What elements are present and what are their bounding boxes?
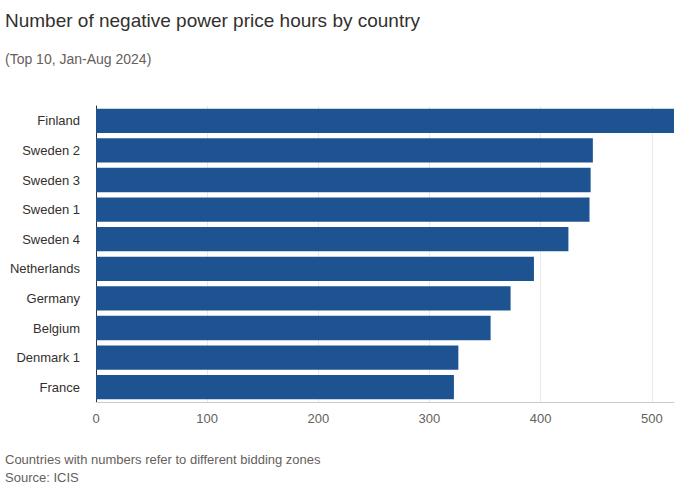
svg-text:Countries with numbers refer t: Countries with numbers refer to differen… — [5, 452, 321, 467]
svg-text:500: 500 — [641, 411, 663, 426]
svg-text:Germany: Germany — [27, 291, 81, 306]
svg-text:Netherlands: Netherlands — [10, 261, 81, 276]
svg-text:Belgium: Belgium — [33, 321, 80, 336]
svg-text:Sweden 3: Sweden 3 — [22, 173, 80, 188]
svg-text:100: 100 — [196, 411, 218, 426]
svg-text:Source: ICIS: Source: ICIS — [5, 470, 79, 485]
svg-text:Finland: Finland — [37, 113, 80, 128]
svg-text:300: 300 — [419, 411, 441, 426]
svg-text:0: 0 — [92, 411, 99, 426]
svg-text:Number of negative power price: Number of negative power price hours by … — [5, 10, 421, 31]
svg-text:Denmark 1: Denmark 1 — [16, 350, 80, 365]
svg-text:Sweden 1: Sweden 1 — [22, 202, 80, 217]
svg-text:(Top 10, Jan-Aug 2024): (Top 10, Jan-Aug 2024) — [5, 51, 151, 67]
svg-text:400: 400 — [530, 411, 552, 426]
svg-text:Sweden 2: Sweden 2 — [22, 143, 80, 158]
svg-text:200: 200 — [307, 411, 329, 426]
svg-text:France: France — [40, 380, 80, 395]
svg-text:Sweden 4: Sweden 4 — [22, 232, 80, 247]
